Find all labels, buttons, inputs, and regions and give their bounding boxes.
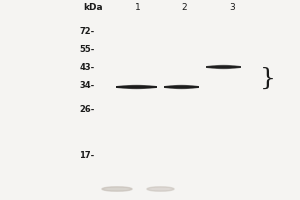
Ellipse shape bbox=[102, 187, 132, 191]
Ellipse shape bbox=[147, 187, 174, 191]
Text: kDa: kDa bbox=[83, 2, 103, 11]
Text: 1: 1 bbox=[135, 2, 141, 11]
Ellipse shape bbox=[173, 85, 190, 89]
Ellipse shape bbox=[116, 86, 157, 88]
Ellipse shape bbox=[121, 86, 152, 88]
Text: 34-: 34- bbox=[79, 81, 94, 90]
Ellipse shape bbox=[215, 65, 232, 69]
Ellipse shape bbox=[126, 85, 147, 89]
Text: 17-: 17- bbox=[79, 152, 94, 160]
Ellipse shape bbox=[116, 86, 157, 88]
Ellipse shape bbox=[206, 66, 241, 68]
Text: 3: 3 bbox=[230, 2, 236, 11]
Text: 2: 2 bbox=[182, 2, 187, 11]
Text: 43-: 43- bbox=[79, 62, 94, 72]
Ellipse shape bbox=[164, 86, 199, 88]
Ellipse shape bbox=[169, 86, 194, 88]
Text: 26-: 26- bbox=[79, 104, 94, 114]
Text: }: } bbox=[260, 66, 275, 89]
Text: 72-: 72- bbox=[79, 26, 94, 36]
Text: 55-: 55- bbox=[79, 45, 94, 53]
Ellipse shape bbox=[164, 86, 199, 88]
Ellipse shape bbox=[211, 66, 236, 68]
Ellipse shape bbox=[206, 66, 241, 68]
